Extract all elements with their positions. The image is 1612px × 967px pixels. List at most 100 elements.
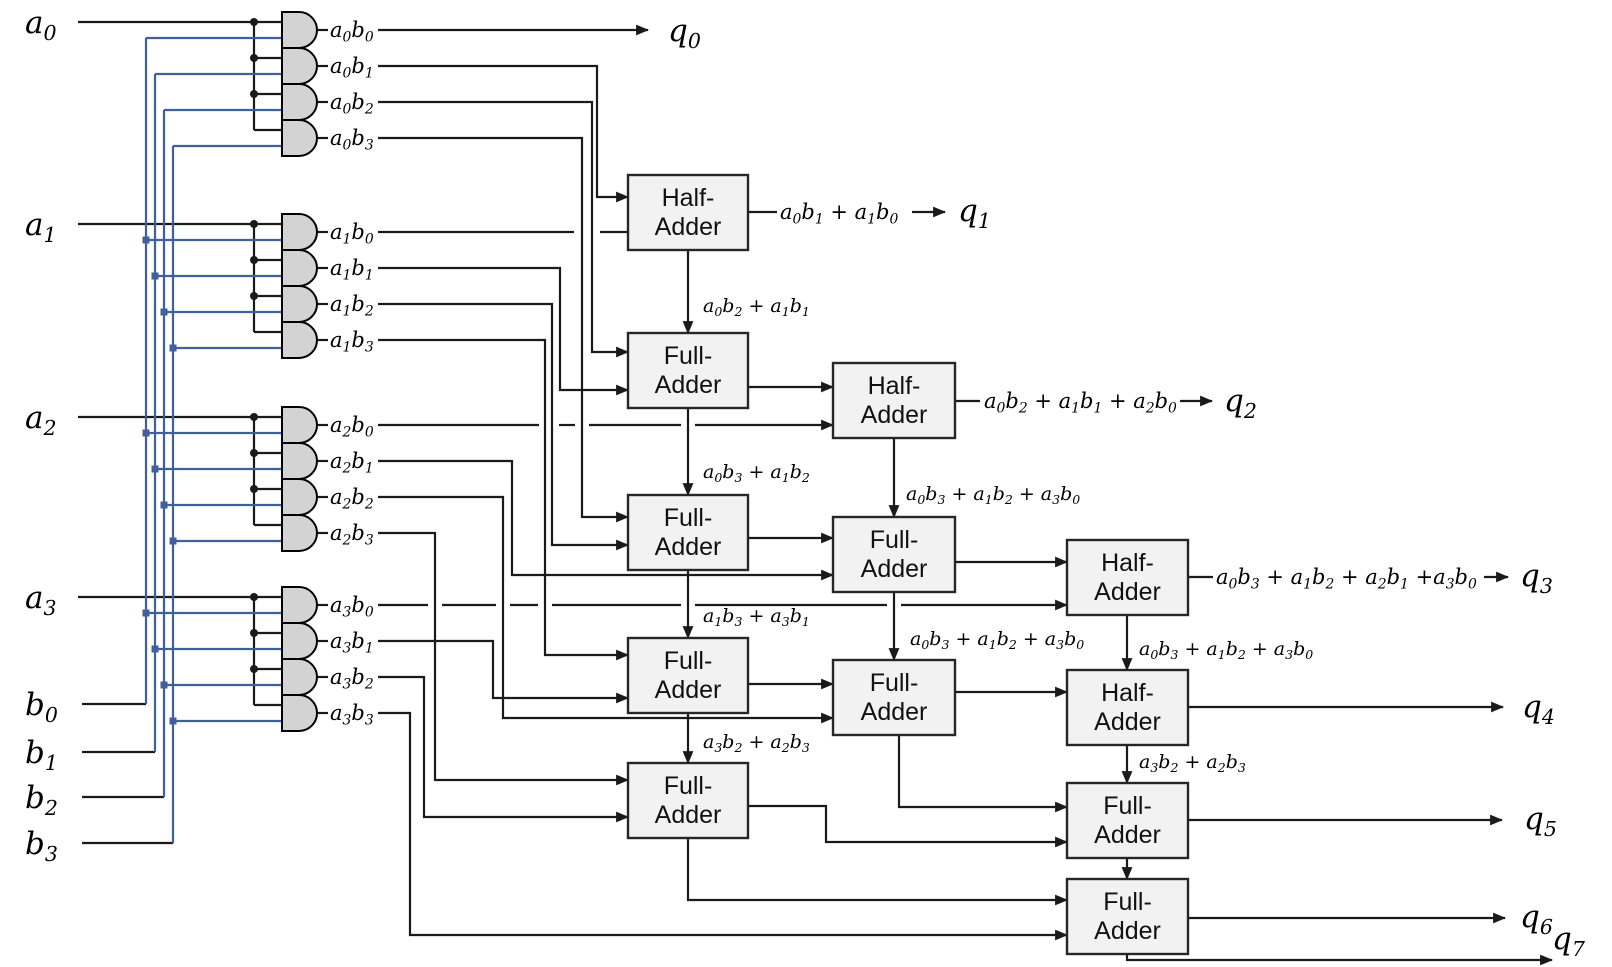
gate-label-a3b1: a3b1 — [330, 629, 374, 657]
adder-label2-fa5b: Adder — [1094, 821, 1161, 849]
wire-a3b1-out — [378, 639, 630, 704]
wire-a0b2-out — [378, 100, 630, 358]
input-label-a2: a2 — [25, 400, 57, 440]
junction-dot — [250, 629, 258, 637]
gate-label-a2b2: a2b2 — [330, 485, 374, 513]
output-label-q2: q2 — [1224, 383, 1257, 423]
wire-a1b3-out — [378, 338, 630, 661]
wire-label: a3b2 + a2b3 — [703, 731, 810, 755]
bus-tap-dot — [151, 465, 159, 473]
adder-box-fa6 — [1065, 877, 1190, 956]
adder-label1-fa3b: Full- — [870, 526, 919, 554]
adder-label1-ha4: Half- — [1101, 679, 1154, 707]
and-gate-a2b1 — [281, 442, 318, 480]
junction-dot — [250, 449, 258, 457]
bus-tap-dot — [169, 537, 177, 545]
and-gate-a1b0 — [281, 213, 318, 251]
bus-tap-dot — [142, 236, 150, 244]
gate-label-a0b0: a0b0 — [330, 18, 374, 46]
bus-tap-dot — [160, 681, 168, 689]
adder-box-ha2 — [831, 361, 957, 440]
input-label-b0: b0 — [25, 687, 58, 727]
input-label-b1: b1 — [25, 735, 58, 775]
gate-label-a3b3: a3b3 — [330, 701, 374, 729]
and-gate-a2b2 — [281, 478, 318, 516]
adder-box-fa3b — [831, 515, 957, 594]
wire-sum-fa5-fa5b — [748, 804, 1069, 848]
adder-box-fa5b — [1065, 781, 1190, 860]
adder-label1-fa4: Full- — [664, 647, 713, 675]
and-gate-a1b1 — [281, 249, 318, 287]
junction-dot — [250, 90, 258, 98]
adder-label2-fa6: Adder — [1094, 917, 1161, 945]
adder-box-fa5 — [626, 761, 750, 840]
gate-label-a2b0: a2b0 — [330, 413, 374, 441]
bus-tap-dot — [142, 429, 150, 437]
wire-a3b2-out — [378, 675, 630, 823]
adder-box-fa4 — [626, 636, 750, 715]
wire-a0b1-out — [378, 64, 630, 203]
wire-label: a0b3 + a1b2 + a3b0 — [906, 483, 1080, 507]
wire-label: a0b2 + a1b1 — [703, 295, 810, 319]
adder-label1-fa3: Full- — [664, 504, 713, 532]
bus-tap-dot — [142, 609, 150, 617]
bus-tap-dot — [160, 501, 168, 509]
input-label-a3: a3 — [25, 580, 57, 620]
adder-label2-fa4: Adder — [655, 676, 722, 704]
junction-dot — [250, 413, 258, 421]
input-label-a1: a1 — [25, 207, 57, 247]
and-gate-a2b3 — [281, 514, 318, 552]
bus-tap-dot — [151, 645, 159, 653]
adder-label2-ha4: Adder — [1094, 708, 1161, 736]
and-gate-a0b0 — [281, 11, 318, 49]
output-label-q3: q3 — [1520, 558, 1553, 598]
wire-label: a1b3 + a3b1 — [703, 605, 810, 629]
wire-a1b1-out — [378, 266, 630, 396]
junction-dot — [250, 54, 258, 62]
adder-box-ha3 — [1065, 538, 1190, 617]
bus-tap-dot — [169, 717, 177, 725]
wire-a3b3-out — [378, 711, 1069, 941]
junction-dot — [250, 665, 258, 673]
gate-label-a3b2: a3b2 — [330, 665, 374, 693]
adder-label2-ha3: Adder — [1094, 578, 1161, 606]
adder-label1-ha1: Half- — [662, 184, 715, 212]
wire-label: a0b3 + a1b2 + a3b0 — [1139, 638, 1313, 662]
adder-box-ha1 — [626, 173, 750, 252]
junction-dot — [250, 256, 258, 264]
output-label-q6: q6 — [1520, 899, 1553, 939]
adder-label1-fa5b: Full- — [1103, 792, 1152, 820]
adder-label1-fa2: Full- — [664, 342, 713, 370]
wire-a1b2-out — [378, 302, 630, 551]
adder-label2-ha1: Adder — [655, 213, 722, 241]
gate-label-a1b2: a1b2 — [330, 292, 374, 320]
junction-dot — [250, 485, 258, 493]
adder-label1-fa4b: Full- — [870, 669, 919, 697]
and-gate-a3b0 — [281, 586, 318, 624]
gate-label-a1b0: a1b0 — [330, 220, 374, 248]
input-label-b3: b3 — [25, 826, 58, 866]
adder-box-fa2 — [626, 331, 750, 410]
wire-label: a0b3 + a1b2 + a3b0 — [910, 628, 1084, 652]
bus-tap-dot — [169, 344, 177, 352]
output-expression: a0b2 + a1b1 + a2b0 — [984, 389, 1177, 417]
adder-label2-fa5: Adder — [655, 801, 722, 829]
gate-label-a0b3: a0b3 — [330, 126, 374, 154]
output-label-q0: q0 — [668, 13, 701, 53]
wire-label: a0b3 + a1b2 — [703, 461, 810, 485]
adder-label1-ha3: Half- — [1101, 549, 1154, 577]
adder-label2-fa4b: Adder — [861, 698, 928, 726]
bus-tap-dot — [151, 272, 159, 280]
junction-dot — [250, 292, 258, 300]
and-gate-a2b0 — [281, 406, 318, 444]
wire-a2b1-out — [378, 459, 835, 581]
input-label-a0: a0 — [25, 5, 57, 45]
adder-label1-fa6: Full- — [1103, 888, 1152, 916]
gate-label-a0b2: a0b2 — [330, 90, 374, 118]
wire-carry-fa5-fa6 — [686, 838, 1069, 906]
output-expression: a0b3 + a1b2 + a2b1 +a3b0 — [1216, 565, 1477, 593]
wire-q7-line — [1125, 954, 1554, 966]
bus-tap-dot — [160, 308, 168, 316]
and-gate-a0b2 — [281, 83, 318, 121]
